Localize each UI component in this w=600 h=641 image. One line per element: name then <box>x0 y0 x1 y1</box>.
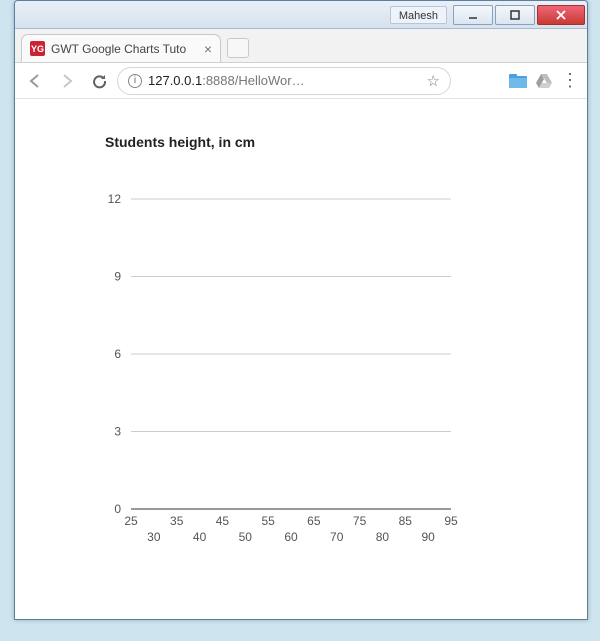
nav-forward-button[interactable] <box>53 67 81 95</box>
svg-text:85: 85 <box>399 514 413 528</box>
extension-red-icon[interactable] <box>481 70 503 92</box>
svg-text:80: 80 <box>376 530 390 544</box>
tab-strip: YG GWT Google Charts Tuto × <box>15 29 587 63</box>
chart: 036912253545556575859530405060708090 <box>71 139 491 539</box>
chart-svg: 0 3 6 9 12 25 35 45 55 65 75 85 95 30 40 50 60 70 80 90 <box>71 139 491 559</box>
user-badge: Mahesh <box>390 6 447 24</box>
svg-text:3: 3 <box>114 425 121 439</box>
svg-text:25: 25 <box>124 514 138 528</box>
browser-tab[interactable]: YG GWT Google Charts Tuto × <box>21 34 221 62</box>
window-maximize-button[interactable] <box>495 5 535 25</box>
svg-text:90: 90 <box>421 530 435 544</box>
arrow-right-icon <box>58 72 76 90</box>
svg-text:9: 9 <box>114 270 121 284</box>
url-port: :8888 <box>202 73 235 88</box>
svg-text:6: 6 <box>114 347 121 361</box>
svg-text:12: 12 <box>108 192 122 206</box>
extension-drive-icon[interactable] <box>533 70 555 92</box>
address-bar: i 127.0.0.1:8888/HelloWor… ☆ ⋮ <box>15 63 587 99</box>
svg-text:75: 75 <box>353 514 367 528</box>
nav-back-button[interactable] <box>21 67 49 95</box>
omnibox[interactable]: i 127.0.0.1:8888/HelloWor… ☆ <box>117 67 451 95</box>
svg-text:70: 70 <box>330 530 344 544</box>
url-text: 127.0.0.1:8888/HelloWor… <box>148 73 421 88</box>
favicon-icon: YG <box>30 41 45 56</box>
svg-text:0: 0 <box>114 502 121 516</box>
svg-text:95: 95 <box>444 514 458 528</box>
reload-icon <box>90 72 108 90</box>
svg-text:30: 30 <box>147 530 161 544</box>
window-minimize-button[interactable] <box>453 5 493 25</box>
url-path: /HelloWor… <box>235 73 305 88</box>
window-titlebar: Mahesh <box>15 1 587 29</box>
svg-text:50: 50 <box>239 530 253 544</box>
bookmark-star-icon[interactable]: ☆ <box>427 72 440 90</box>
tab-close-icon[interactable]: × <box>198 41 212 57</box>
page-content: Students height, in cm 03691225354555657… <box>15 99 587 619</box>
svg-text:55: 55 <box>261 514 275 528</box>
nav-reload-button[interactable] <box>85 67 113 95</box>
svg-text:35: 35 <box>170 514 184 528</box>
browser-window: Mahesh YG GWT Google Charts Tuto × <box>14 0 588 620</box>
extension-square-icon[interactable] <box>455 70 477 92</box>
extension-folder-icon[interactable] <box>507 70 529 92</box>
new-tab-button[interactable] <box>227 38 249 58</box>
browser-menu-button[interactable]: ⋮ <box>559 70 581 92</box>
svg-text:60: 60 <box>284 530 298 544</box>
site-info-icon[interactable]: i <box>128 74 142 88</box>
svg-text:40: 40 <box>193 530 207 544</box>
svg-text:45: 45 <box>216 514 230 528</box>
tab-title: GWT Google Charts Tuto <box>51 42 198 56</box>
svg-text:65: 65 <box>307 514 321 528</box>
arrow-left-icon <box>26 72 44 90</box>
window-close-button[interactable] <box>537 5 585 25</box>
url-host: 127.0.0.1 <box>148 73 202 88</box>
